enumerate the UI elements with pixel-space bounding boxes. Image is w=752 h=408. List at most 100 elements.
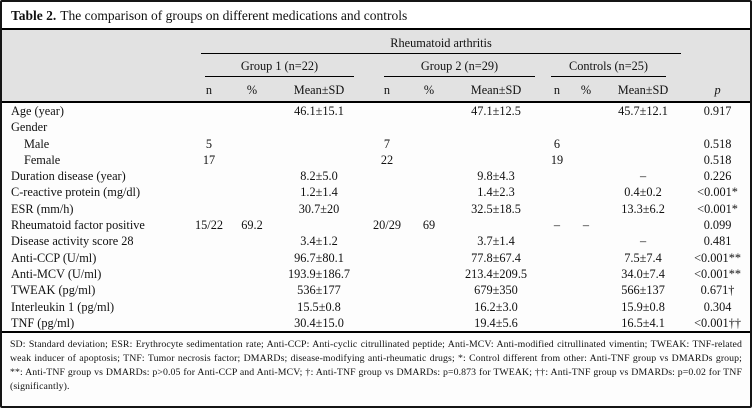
cell: 1.4±2.3 xyxy=(449,184,543,201)
cell: 30.7±20 xyxy=(273,200,365,218)
cell: 69.2 xyxy=(231,217,273,234)
cell: – xyxy=(601,168,686,185)
table-row: Age (year) 46.1±15.1 47.1±12.5 45.7±12.1… xyxy=(2,102,750,120)
cell: 1.2±1.4 xyxy=(273,184,365,201)
cell xyxy=(601,151,686,169)
spanner-label: Rheumatoid arthritis xyxy=(201,36,682,54)
cell xyxy=(187,233,231,250)
table-row: TWEAK (pg/ml) 536±177 679±350 566±137 0.… xyxy=(2,282,750,299)
cell xyxy=(409,135,449,152)
cell xyxy=(409,151,449,169)
cell xyxy=(571,298,601,315)
row-label: Female xyxy=(2,151,187,169)
cell xyxy=(543,249,571,266)
cell xyxy=(187,119,231,136)
cell: 19.4±5.6 xyxy=(449,314,543,332)
table-footnote: SD: Standard deviation; ESR: Erythrocyte… xyxy=(2,331,750,398)
ctrl-n-header: n xyxy=(543,77,571,103)
p-value-cell: <0.001** xyxy=(685,265,750,283)
cell: 3.4±1.2 xyxy=(273,233,365,250)
cell xyxy=(409,265,449,283)
cell xyxy=(365,184,409,201)
cell xyxy=(187,282,231,299)
cell: 15.5±0.8 xyxy=(273,298,365,315)
cell xyxy=(601,217,686,234)
cell: 7 xyxy=(365,135,409,152)
group2-label: Group 2 (n=29) xyxy=(384,54,535,77)
cell xyxy=(231,102,273,120)
cell xyxy=(231,265,273,283)
cell xyxy=(449,151,543,169)
cell: 34.0±7.4 xyxy=(601,265,686,283)
cell: 566±137 xyxy=(601,282,686,299)
cell xyxy=(543,119,571,136)
cell xyxy=(571,265,601,283)
cell xyxy=(409,314,449,332)
empty-header-cell xyxy=(685,29,750,54)
cell: 17 xyxy=(187,151,231,169)
p-value-header: p xyxy=(685,77,750,103)
cell xyxy=(231,135,273,152)
cell xyxy=(449,135,543,152)
cell xyxy=(571,119,601,136)
cell xyxy=(409,119,449,136)
cell xyxy=(273,119,365,136)
row-label: TWEAK (pg/ml) xyxy=(2,282,187,299)
cell xyxy=(543,184,571,201)
cell xyxy=(409,168,449,185)
p-value-cell: 0.917 xyxy=(685,102,750,120)
cell: 77.8±67.4 xyxy=(449,249,543,266)
cell xyxy=(543,168,571,185)
row-label: ESR (mm/h) xyxy=(2,200,187,218)
cell: 679±350 xyxy=(449,282,543,299)
group1-header: Group 1 (n=22) xyxy=(187,54,365,77)
table-row: Duration disease (year) 8.2±5.0 9.8±4.3 … xyxy=(2,168,750,185)
cell xyxy=(409,184,449,201)
table-row: Interleukin 1 (pg/ml) 15.5±0.8 16.2±3.0 … xyxy=(2,298,750,315)
cell: 16.5±4.1 xyxy=(601,314,686,332)
cell xyxy=(187,265,231,283)
cell: 5 xyxy=(187,135,231,152)
cell xyxy=(409,200,449,218)
ctrl-mean-header: Mean±SD xyxy=(601,77,686,103)
g1-n-header: n xyxy=(187,77,231,103)
cell xyxy=(231,119,273,136)
g2-mean-header: Mean±SD xyxy=(449,77,543,103)
cell xyxy=(231,184,273,201)
table-caption: The comparison of groups on different me… xyxy=(60,8,408,23)
cell xyxy=(601,119,686,136)
cell: 69 xyxy=(409,217,449,234)
cell xyxy=(543,298,571,315)
cell xyxy=(187,200,231,218)
cell: 22 xyxy=(365,151,409,169)
p-value-cell: <0.001* xyxy=(685,200,750,218)
row-label: Rheumatoid factor positive xyxy=(2,217,187,234)
cell xyxy=(365,168,409,185)
cell xyxy=(409,282,449,299)
cell xyxy=(231,200,273,218)
cell xyxy=(273,135,365,152)
table-row: ESR (mm/h) 30.7±20 32.5±18.5 13.3±6.2 <0… xyxy=(2,200,750,218)
cell xyxy=(365,314,409,332)
p-value-cell: 0.099 xyxy=(685,217,750,234)
cell: 46.1±15.1 xyxy=(273,102,365,120)
row-label: TNF (pg/ml) xyxy=(2,314,187,332)
cell xyxy=(231,151,273,169)
cell xyxy=(365,102,409,120)
cell: 0.4±0.2 xyxy=(601,184,686,201)
table-row: Rheumatoid factor positive 15/22 69.2 20… xyxy=(2,217,750,234)
cell xyxy=(231,314,273,332)
cell xyxy=(449,217,543,234)
row-label: Disease activity score 28 xyxy=(2,233,187,250)
g1-mean-header: Mean±SD xyxy=(273,77,365,103)
table-row: Female 17 22 19 0.518 xyxy=(2,151,750,169)
p-value-cell: 0.671† xyxy=(685,282,750,299)
table-title: Table 2. The comparison of groups on diff… xyxy=(2,2,750,28)
cell xyxy=(543,282,571,299)
cell xyxy=(187,298,231,315)
cell: 15.9±0.8 xyxy=(601,298,686,315)
p-value-cell: <0.001†† xyxy=(685,314,750,332)
g2-pct-header: % xyxy=(409,77,449,103)
row-label: Anti-CCP (U/ml) xyxy=(2,249,187,266)
